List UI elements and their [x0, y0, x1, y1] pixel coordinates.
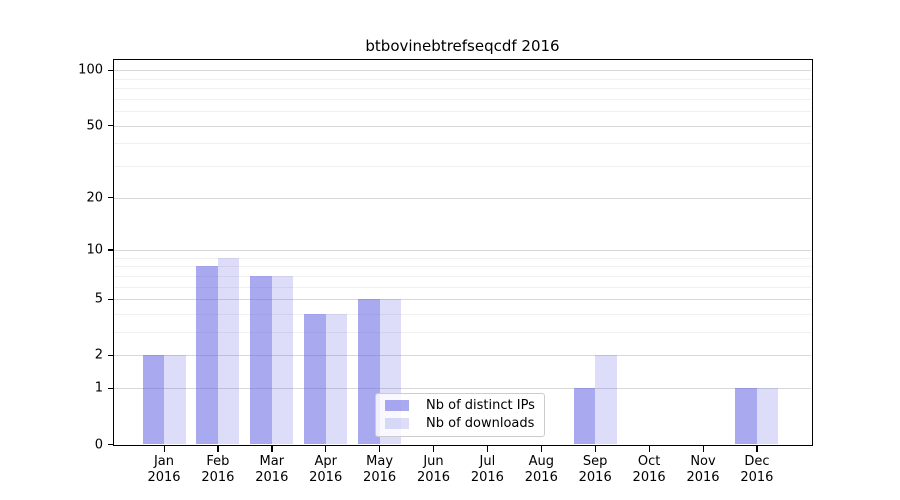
legend-entry-distinct-ips: Nb of distinct IPs: [385, 398, 535, 413]
x-tick-label-may: May 2016: [363, 454, 397, 485]
bar-downloads-sep: [595, 355, 617, 445]
bar-distinct-ips-apr: [304, 313, 326, 445]
y-gridline-minor-4: [114, 313, 811, 315]
y-gridline-50: [114, 125, 811, 127]
x-tick-mark-jan: [163, 446, 165, 452]
y-gridline-minor-3: [114, 332, 811, 334]
x-tick-mark-feb: [217, 446, 219, 452]
x-tick-label-dec: Dec 2016: [740, 454, 774, 485]
y-gridline-10: [114, 249, 811, 251]
y-tick-mark-2: [107, 354, 114, 357]
bar-distinct-ips-may: [358, 299, 380, 445]
x-tick-mark-mar: [271, 446, 273, 452]
x-tick-mark-oct: [648, 446, 650, 452]
x-tick-mark-may: [379, 446, 381, 452]
y-gridline-100: [114, 70, 811, 72]
y-tick-label-5: 5: [94, 291, 103, 307]
y-tick-mark-5: [107, 298, 114, 300]
y-gridline-minor-90: [114, 78, 811, 80]
y-tick-mark-50: [107, 125, 114, 127]
y-tick-label-20: 20: [86, 190, 103, 206]
y-gridline-minor-8: [114, 266, 811, 268]
bar-distinct-ips-dec: [735, 388, 757, 445]
y-tick-label-50: 50: [86, 118, 103, 134]
x-tick-label-aug: Aug 2016: [524, 454, 558, 485]
y-gridline-5: [114, 299, 811, 301]
bar-downloads-jan: [164, 355, 186, 445]
y-gridline-20: [114, 197, 811, 199]
bar-distinct-ips-sep: [573, 388, 596, 445]
bar-downloads-feb: [217, 257, 240, 445]
x-tick-mark-dec: [756, 446, 758, 452]
y-gridline-minor-60: [114, 111, 811, 112]
y-tick-label-1: 1: [94, 380, 103, 396]
bar-downloads-mar: [271, 275, 294, 445]
x-tick-mark-aug: [540, 446, 543, 452]
y-gridline-minor-70: [114, 98, 811, 100]
x-tick-label-jul: Jul 2016: [470, 454, 504, 485]
y-gridline-minor-40: [114, 143, 811, 145]
y-gridline-minor-30: [114, 165, 811, 167]
chart-title: btbovinebtrefseqcdf 2016: [365, 37, 560, 55]
x-tick-label-oct: Oct 2016: [632, 454, 666, 485]
x-tick-label-mar: Mar 2016: [255, 454, 289, 485]
y-tick-mark-20: [107, 197, 114, 199]
x-tick-mark-sep: [594, 446, 596, 452]
y-gridline-minor-80: [114, 88, 811, 89]
bar-distinct-ips-feb: [196, 266, 218, 445]
x-tick-label-sep: Sep 2016: [578, 454, 612, 485]
y-tick-mark-1: [107, 387, 114, 390]
y-tick-label-0: 0: [94, 437, 103, 452]
x-tick-mark-nov: [702, 446, 704, 452]
y-tick-mark-100: [107, 69, 114, 71]
plot-area: [114, 60, 811, 445]
bar-distinct-ips-mar: [250, 275, 272, 445]
x-tick-label-apr: Apr 2016: [309, 454, 343, 485]
y-gridline-1: [114, 388, 811, 390]
x-tick-mark-jun: [433, 446, 435, 452]
y-tick-label-10: 10: [86, 242, 103, 258]
y-gridline-minor-6: [114, 286, 811, 288]
y-tick-mark-0: [107, 444, 114, 446]
legend-entry-downloads: Nb of downloads: [385, 416, 535, 431]
y-tick-label-2: 2: [94, 347, 103, 363]
bar-downloads-apr: [325, 313, 348, 445]
bar-downloads-dec: [756, 388, 779, 445]
y-tick-label-100: 100: [78, 62, 103, 78]
legend-swatch-downloads: [385, 417, 409, 429]
y-gridline-minor-7: [114, 275, 811, 277]
y-gridline-minor-9: [114, 257, 811, 259]
x-tick-label-feb: Feb 2016: [201, 454, 235, 485]
legend: Nb of distinct IPs Nb of downloads: [375, 392, 545, 437]
legend-swatch-distinct-ips: [385, 400, 409, 412]
x-tick-label-nov: Nov 2016: [686, 454, 720, 485]
x-tick-mark-apr: [325, 446, 327, 452]
x-tick-mark-jul: [486, 446, 489, 452]
x-tick-label-jan: Jan 2016: [147, 454, 181, 485]
bar-distinct-ips-jan: [142, 355, 164, 445]
legend-label-distinct-ips: Nb of distinct IPs: [426, 398, 535, 414]
y-gridline-2: [114, 355, 811, 357]
legend-label-downloads: Nb of downloads: [426, 415, 535, 431]
x-tick-label-jun: Jun 2016: [416, 454, 451, 485]
y-tick-mark-10: [107, 249, 114, 251]
